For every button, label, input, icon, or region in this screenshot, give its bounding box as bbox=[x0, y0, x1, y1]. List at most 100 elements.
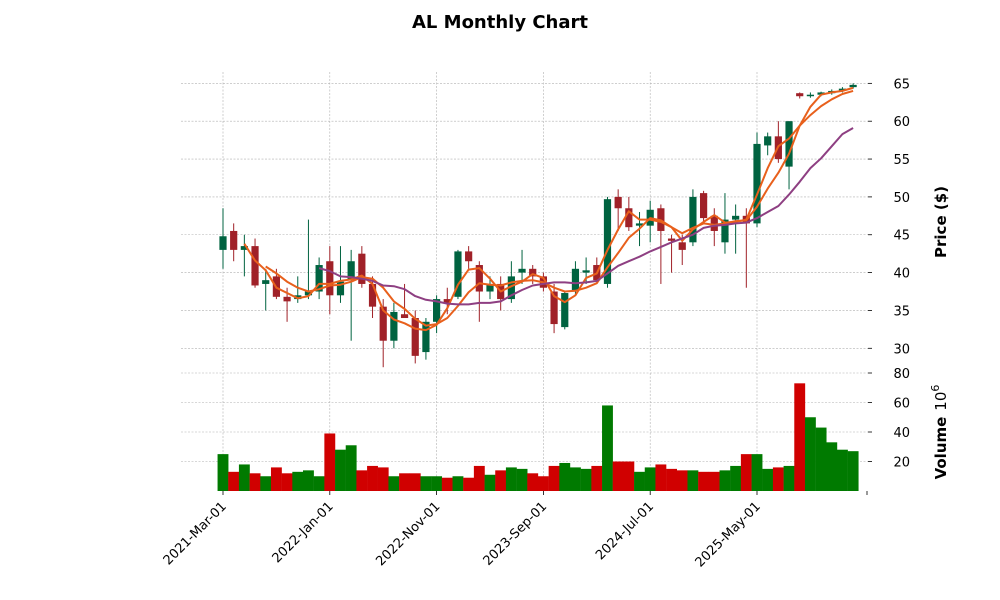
candle-body bbox=[315, 265, 323, 292]
candlesticks bbox=[219, 83, 857, 368]
volume-axis: 20 40 60 80 bbox=[868, 367, 910, 471]
volume-tick-label: 60 bbox=[893, 397, 910, 412]
x-tick-label: 2022-Nov-01 bbox=[373, 499, 443, 569]
candle-body bbox=[753, 143, 761, 224]
volume-bar bbox=[634, 471, 645, 491]
candle-body bbox=[667, 238, 676, 241]
candle-body bbox=[625, 208, 633, 228]
volume-axis-label-text: Volume bbox=[932, 417, 950, 480]
volume-bar bbox=[591, 465, 603, 491]
candle-body bbox=[550, 291, 558, 325]
candle-body bbox=[262, 280, 270, 284]
candle-body bbox=[817, 92, 825, 95]
volume-bar bbox=[666, 468, 677, 491]
volume-bar bbox=[431, 476, 443, 491]
candle-body bbox=[678, 242, 686, 250]
candle-body bbox=[390, 311, 398, 341]
volume-bar bbox=[537, 476, 549, 491]
volume-bar bbox=[367, 465, 378, 491]
volume-tick-label: 40 bbox=[893, 426, 910, 441]
candle-body bbox=[251, 246, 259, 286]
volume-bar bbox=[580, 468, 592, 491]
volume-bar bbox=[826, 442, 838, 491]
candle-body bbox=[689, 196, 697, 243]
candle-body bbox=[230, 230, 238, 250]
volume-bar bbox=[388, 476, 400, 491]
volume-bar bbox=[441, 477, 453, 491]
volume-bar bbox=[623, 461, 635, 491]
volume-bar bbox=[281, 473, 293, 491]
volume-bar bbox=[655, 464, 667, 491]
volume-bar bbox=[772, 467, 784, 491]
candle-body bbox=[283, 296, 291, 302]
volume-bar bbox=[495, 470, 507, 491]
price-tick-label: 55 bbox=[893, 153, 910, 168]
candle-body bbox=[710, 215, 718, 231]
volume-bar bbox=[303, 470, 314, 491]
price-tick-label: 65 bbox=[893, 77, 910, 92]
candle-body bbox=[240, 246, 248, 250]
volume-bars bbox=[217, 383, 859, 491]
volume-bar bbox=[644, 467, 656, 491]
volume-bar bbox=[847, 451, 859, 491]
candle-body bbox=[411, 318, 419, 356]
candle-body bbox=[529, 268, 537, 277]
candle-body bbox=[433, 299, 441, 322]
volume-bar bbox=[473, 465, 485, 491]
candle-body bbox=[219, 236, 227, 250]
price-tick-label: 30 bbox=[893, 342, 910, 357]
volume-bar bbox=[313, 476, 325, 491]
volume-bar bbox=[356, 470, 368, 491]
candle-body bbox=[358, 253, 366, 284]
candle-body bbox=[806, 94, 814, 97]
volume-bar bbox=[612, 461, 624, 491]
candle-body bbox=[379, 306, 387, 341]
volume-bar bbox=[804, 417, 816, 491]
candle-body bbox=[454, 251, 462, 297]
volume-bar bbox=[602, 405, 613, 491]
price-tick-label: 35 bbox=[893, 304, 910, 319]
price-axis: 30 35 40 45 50 55 60 65 bbox=[868, 77, 910, 357]
volume-bar bbox=[698, 471, 710, 491]
candle-body bbox=[603, 199, 612, 284]
candle-body bbox=[475, 265, 483, 292]
volume-bar bbox=[687, 470, 699, 491]
volume-bar bbox=[719, 470, 731, 491]
candle-body bbox=[700, 193, 708, 219]
volume-bar bbox=[505, 467, 517, 491]
candle-body bbox=[486, 283, 494, 292]
volume-bar bbox=[324, 433, 336, 491]
volume-bar bbox=[762, 468, 774, 491]
volume-bar bbox=[260, 476, 272, 491]
candle-body bbox=[518, 268, 526, 273]
volume-bar bbox=[420, 476, 432, 491]
volume-bar bbox=[292, 471, 304, 491]
candle-body bbox=[582, 270, 590, 273]
volume-bar bbox=[570, 467, 581, 491]
volume-bar bbox=[794, 383, 806, 491]
volume-bar bbox=[270, 467, 282, 491]
price-tick-label: 45 bbox=[893, 229, 910, 244]
candle-body bbox=[838, 88, 847, 91]
volume-bar bbox=[527, 473, 539, 491]
volume-bar bbox=[484, 474, 496, 491]
volume-bar bbox=[740, 454, 752, 491]
candle-body bbox=[465, 251, 473, 262]
x-tick-label: 2024-Jul-01 bbox=[593, 499, 657, 563]
x-axis: 2021-Mar-01 2022-Jan-01 2022-Nov-01 2023-Se… bbox=[161, 491, 868, 570]
candle-body bbox=[785, 121, 793, 167]
price-tick-label: 40 bbox=[893, 267, 910, 282]
x-tick-label: 2023-Sep-01 bbox=[481, 499, 551, 569]
volume-bar bbox=[559, 462, 571, 491]
chart-title: AL Monthly Chart bbox=[412, 12, 588, 33]
candle-body bbox=[849, 84, 857, 88]
price-axis-label: Price ($) bbox=[932, 186, 950, 258]
candle-body bbox=[796, 93, 804, 97]
volume-bar bbox=[409, 473, 421, 491]
volume-bar bbox=[783, 465, 795, 491]
candle-body bbox=[507, 276, 515, 300]
volume-bar bbox=[217, 454, 229, 491]
price-tick-label: 60 bbox=[893, 115, 910, 130]
candle-body bbox=[764, 136, 772, 146]
